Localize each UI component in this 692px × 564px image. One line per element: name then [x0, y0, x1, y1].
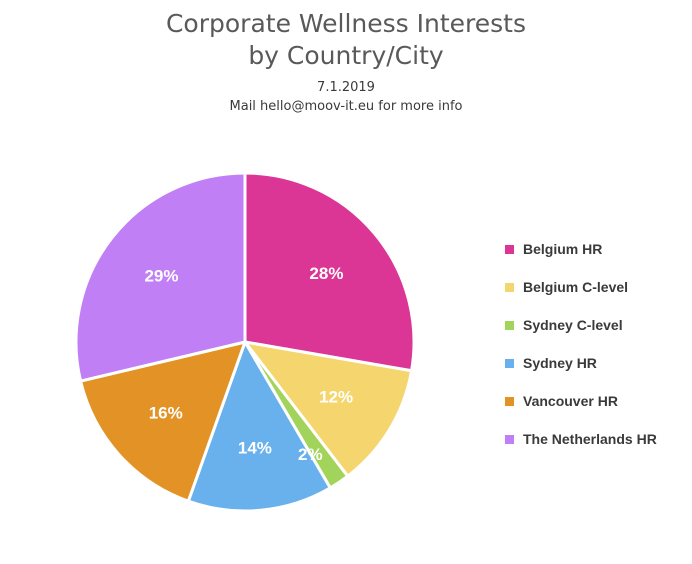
chart-title-line-2: by Country/City [248, 41, 444, 70]
legend-label: Belgium C-level [523, 279, 629, 295]
data-label-sydney-c-level: 2% [298, 445, 323, 464]
data-label-belgium-hr: 28% [309, 264, 343, 283]
legend-item-sydney-hr: Sydney HR [505, 354, 657, 392]
data-label-the-netherlands-hr: 29% [144, 266, 178, 285]
pie-slice-belgium-hr [243, 171, 416, 373]
legend-label: The Netherlands HR [523, 431, 657, 447]
legend-swatch [505, 397, 514, 406]
legend-item-the-netherlands-hr: The Netherlands HR [505, 430, 657, 468]
pie-slice-sydney-hr [186, 340, 332, 513]
pie-data-labels: 28% 12% 2% 14% 16% 29% [144, 264, 353, 464]
legend-swatch [505, 283, 514, 292]
legend-label: Sydney HR [523, 355, 597, 371]
legend-swatch [505, 245, 514, 254]
chart-subtitle-date: 7.1.2019 [317, 80, 375, 95]
legend-swatch [505, 321, 514, 330]
chart-legend: Belgium HR Belgium C-level Sydney C-level S… [505, 240, 657, 468]
data-label-vancouver-hr: 16% [149, 404, 183, 423]
legend-swatch [505, 359, 514, 368]
pie-slice-the-netherlands-hr [74, 171, 247, 383]
legend-item-belgium-c-level: Belgium C-level [505, 278, 657, 316]
data-label-belgium-c-level: 12% [319, 388, 353, 407]
chart-subtitle-info: Mail hello@moov-it.eu for more info [229, 99, 463, 114]
pie-slice-belgium-c-level [243, 340, 414, 478]
legend-label: Vancouver HR [523, 393, 618, 409]
legend-label: Belgium HR [523, 241, 603, 257]
chart-title-line-1: Corporate Wellness Interests [165, 9, 527, 38]
legend-item-sydney-c-level: Sydney C-level [505, 316, 657, 354]
legend-item-belgium-hr: Belgium HR [505, 240, 657, 278]
legend-label: Sydney C-level [523, 317, 623, 333]
legend-item-vancouver-hr: Vancouver HR [505, 392, 657, 430]
legend-swatch [505, 435, 514, 444]
data-label-sydney-hr: 14% [238, 439, 272, 458]
pie-slice-vancouver-hr [79, 340, 247, 503]
pie-slices [74, 171, 416, 513]
